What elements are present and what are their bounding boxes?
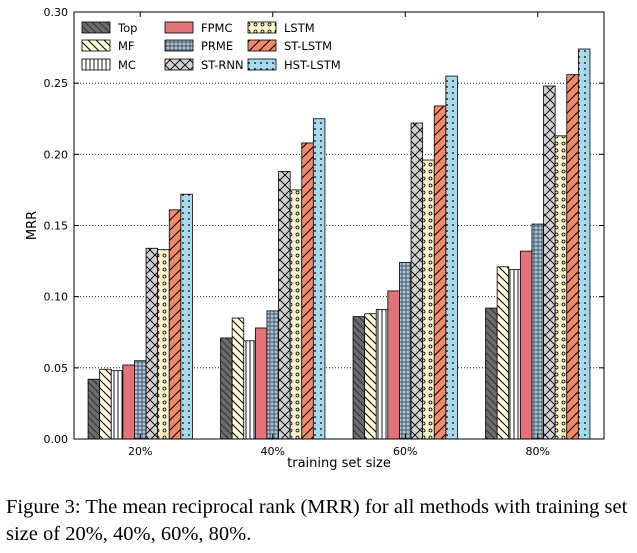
bar-mc-60pct <box>375 309 389 440</box>
bar-hst-lstm-80pct <box>577 48 591 440</box>
bar-mc-80pct <box>508 269 521 440</box>
legend-swatch <box>164 39 194 52</box>
legend-swatch <box>247 21 277 34</box>
bar-st-rnn-60pct <box>410 122 424 440</box>
y-tick-label: 0.15 <box>44 220 69 233</box>
bar-st-rnn-80pct <box>543 85 556 440</box>
x-tick-label: 20% <box>128 445 152 458</box>
bar-fpmc-80pct <box>519 250 533 440</box>
x-tick-label: 80% <box>526 445 550 458</box>
legend-label: Top <box>117 21 137 35</box>
legend-label: FPMC <box>201 21 233 35</box>
y-tick-label: 0.00 <box>44 433 69 446</box>
bar-st-rnn-40pct <box>278 171 291 440</box>
bar-mc-40pct <box>243 340 256 440</box>
legend-label: MC <box>118 58 136 72</box>
bar-mf-80pct <box>496 266 510 440</box>
bar-hst-lstm-40pct <box>312 118 326 440</box>
bar-lstm-60pct <box>422 159 435 440</box>
y-tick-label: 0.05 <box>44 362 69 375</box>
x-axis-title: training set size <box>287 456 391 471</box>
legend-swatch <box>164 58 194 71</box>
legend: Top MF MC FPMC PRME ST-RNN LSTM ST-LSTM HST-LSTM <box>81 21 341 72</box>
bar-lstm-40pct <box>289 189 303 440</box>
legend-label: ST-LSTM <box>284 39 332 53</box>
legend-label: LSTM <box>284 21 315 35</box>
legend-swatch <box>81 58 111 71</box>
y-axis-title: MRR <box>25 211 40 240</box>
bar-fpmc-60pct <box>387 290 400 440</box>
bar-st-lstm-20pct <box>168 209 182 440</box>
legend-swatch <box>81 39 111 52</box>
bar-st-lstm-80pct <box>566 74 579 440</box>
y-tick-label: 0.10 <box>44 291 69 304</box>
bar-lstm-20pct <box>157 249 170 440</box>
legend-swatch <box>81 21 111 34</box>
legend-label: MF <box>118 39 135 53</box>
bar-top-80pct <box>485 307 498 440</box>
legend-swatch <box>247 58 277 71</box>
legend-label: HST-LSTM <box>284 58 341 72</box>
mrr-bar-chart: 0.00 0.05 0.10 0.15 0.20 0.25 0.30 20% 40% 60% 80%… <box>25 6 605 471</box>
bar-hst-lstm-60pct <box>445 75 458 440</box>
bar-mf-20pct <box>99 368 112 440</box>
bar-hst-lstm-20pct <box>180 193 193 440</box>
bar-prme-60pct <box>399 262 412 440</box>
bar-prme-80pct <box>531 223 544 440</box>
x-tick-label: 40% <box>261 445 285 458</box>
bar-mf-40pct <box>231 317 245 440</box>
bar-top-20pct <box>87 378 101 440</box>
bar-top-40pct <box>220 337 233 440</box>
bar-mf-60pct <box>364 313 377 440</box>
bar-mc-20pct <box>110 370 124 440</box>
bar-lstm-80pct <box>554 135 568 440</box>
bar-top-60pct <box>352 316 366 440</box>
bar-st-rnn-20pct <box>145 247 159 440</box>
legend-label: PRME <box>201 39 233 53</box>
bars <box>87 48 591 440</box>
legend-label: ST-RNN <box>201 58 244 72</box>
legend-swatch <box>164 21 194 34</box>
y-tick-label: 0.25 <box>44 77 69 90</box>
bar-prme-40pct <box>266 310 279 440</box>
legend-swatch <box>247 39 277 52</box>
axis-ticks: 0.00 0.05 0.10 0.15 0.20 0.25 0.30 20% 40% 60% 80% <box>44 6 604 458</box>
bar-st-lstm-40pct <box>301 142 314 440</box>
bar-prme-20pct <box>134 360 147 440</box>
bar-st-lstm-60pct <box>433 105 447 440</box>
x-tick-label: 60% <box>393 445 417 458</box>
y-tick-label: 0.30 <box>44 6 69 19</box>
y-tick-label: 0.20 <box>44 148 69 161</box>
bar-fpmc-40pct <box>254 327 268 440</box>
figure-caption: Figure 3: The mean reciprocal rank (MRR)… <box>6 496 628 545</box>
bar-fpmc-20pct <box>122 364 135 440</box>
